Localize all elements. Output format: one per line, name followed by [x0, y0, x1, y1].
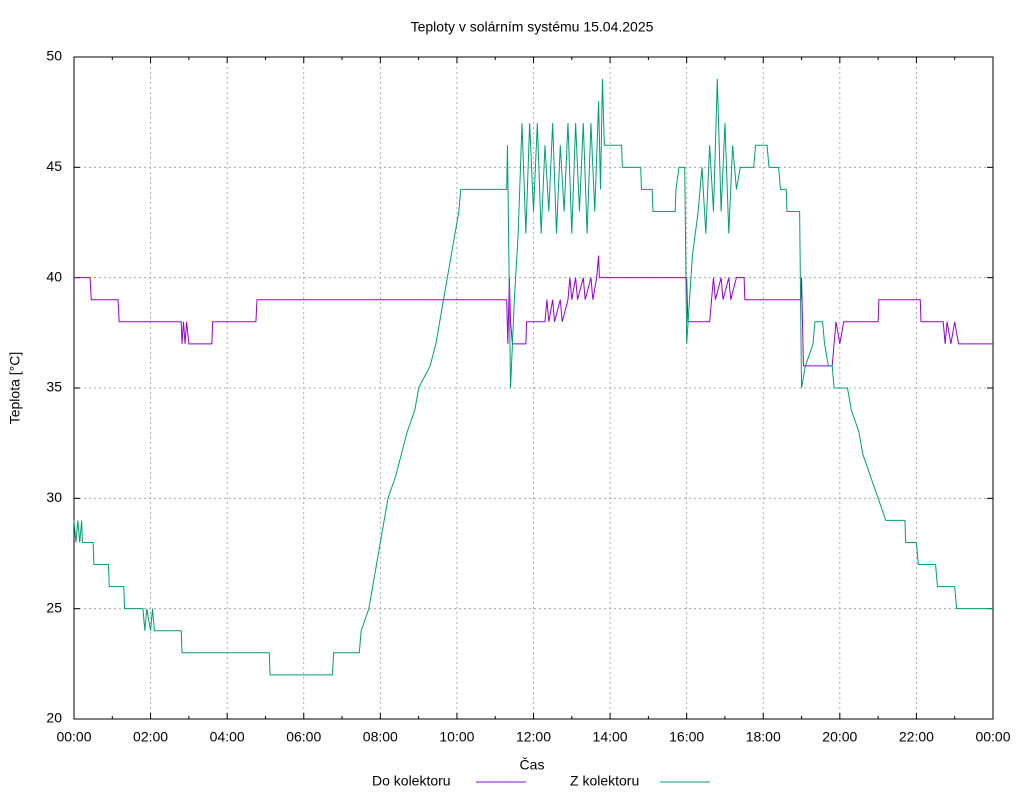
x-tick-label: 18:00	[746, 729, 781, 745]
y-tick-label: 40	[46, 268, 62, 284]
legend-label: Z kolektoru	[570, 773, 639, 789]
series-line	[74, 255, 993, 367]
x-tick-label: 00:00	[975, 729, 1010, 745]
y-tick-label: 20	[46, 710, 62, 726]
x-tick-label: 04:00	[210, 729, 245, 745]
x-tick-label: 00:00	[56, 729, 91, 745]
x-tick-label: 08:00	[363, 729, 398, 745]
x-tick-label: 12:00	[516, 729, 551, 745]
y-tick-label: 30	[46, 489, 62, 505]
x-tick-label: 10:00	[439, 729, 474, 745]
x-tick-label: 20:00	[822, 729, 857, 745]
legend-label: Do kolektoru	[372, 773, 451, 789]
y-tick-label: 35	[46, 379, 62, 395]
y-tick-label: 25	[46, 599, 62, 615]
y-tick-label: 50	[46, 48, 62, 64]
x-tick-label: 22:00	[899, 729, 934, 745]
series-line	[73, 79, 993, 676]
x-tick-label: 02:00	[133, 729, 168, 745]
plot-frame	[73, 56, 994, 720]
y-axis-label: Teplota [°C]	[7, 352, 23, 425]
x-axis-label: Čas	[520, 757, 545, 773]
y-tick-label: 45	[46, 158, 62, 174]
x-tick-label: 14:00	[593, 729, 628, 745]
x-tick-label: 16:00	[669, 729, 704, 745]
chart-title: Teploty v solárním systému 15.04.2025	[411, 19, 654, 35]
x-tick-label: 06:00	[286, 729, 321, 745]
